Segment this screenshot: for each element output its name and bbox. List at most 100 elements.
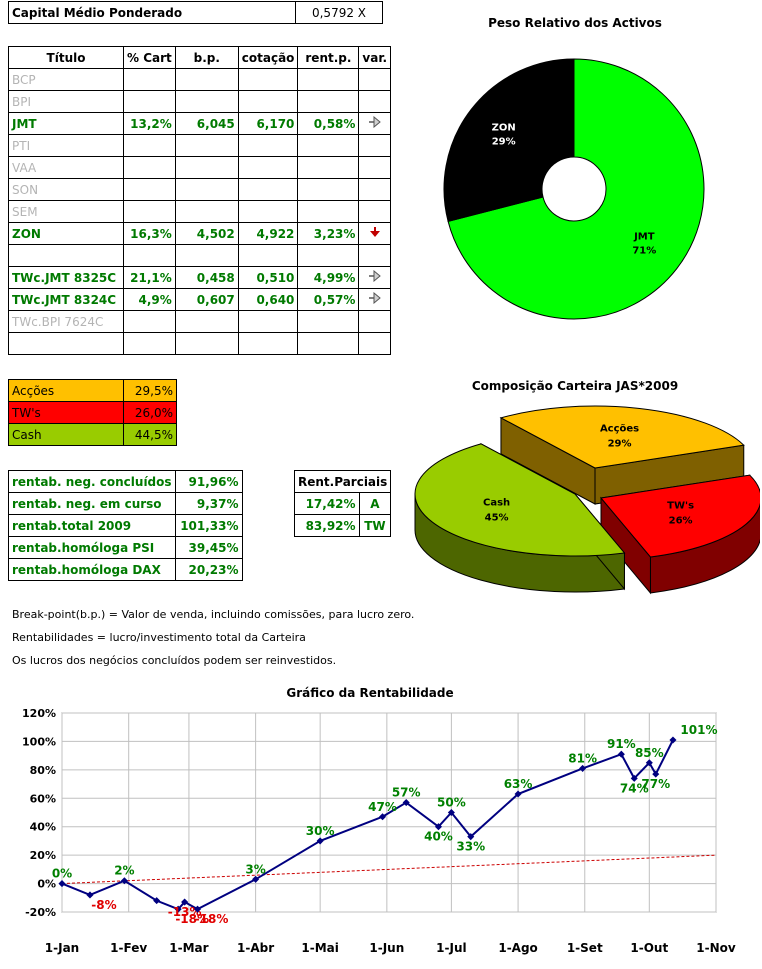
cell-rent: 4,99% [297,266,360,289]
data-point [467,833,475,841]
portfolio-table: Título % Cart b.p. cotação rent.p. var. … [8,46,392,355]
cell-bp [174,90,239,113]
cell-cotacao: 0,640 [237,288,299,311]
cell-cart: 16,3% [123,222,176,245]
cell-cart [123,310,176,333]
cell-bp [174,200,239,223]
cell-var [358,90,392,113]
allocation-row: Acções 29,5% [8,379,177,402]
data-point [514,790,522,798]
right-arrow-icon [368,269,381,283]
cell-titulo: TWc.JMT 8324C [8,288,124,311]
cell-cotacao [237,156,299,179]
returns-label: rentab.homóloga DAX [8,558,176,581]
cell-titulo: PTI [8,134,124,157]
returns-label: rentab.homóloga PSI [8,536,176,559]
right-arrow-icon [368,291,381,305]
table-row: TWc.BPI 7624C [8,310,392,333]
cell-cart [123,68,176,91]
cell-bp [174,134,239,157]
cell-var [358,134,392,157]
slice-value: 26% [669,516,693,527]
col-cart: % Cart [123,46,176,69]
doughnut-slice-zon [443,58,575,222]
reference-line [61,854,717,885]
cell-rent: 0,58% [297,112,360,135]
returns-row: rentab.homóloga PSI 39,45% [8,536,243,559]
data-label: 81% [568,751,597,765]
cell-rent [297,90,360,113]
cell-cotacao [237,134,299,157]
cell-bp [174,332,239,355]
table-row: TWc.JMT 8324C 4,9% 0,607 0,640 0,57% [8,288,392,311]
data-label: -8% [91,898,116,912]
slice-value: 29% [492,136,516,147]
col-rent: rent.p. [297,46,360,69]
pie3d-slice-acções [499,405,745,469]
cell-cotacao [237,310,299,333]
data-point [193,905,202,913]
data-label: 3% [245,862,265,876]
table-row: VAA [8,156,392,179]
cell-bp: 0,458 [174,266,239,289]
y-tick-label: 80% [30,764,56,777]
cell-var [358,332,392,355]
data-point [645,759,653,767]
portfolio-header: Título % Cart b.p. cotação rent.p. var. [8,46,392,69]
cell-bp: 4,502 [174,222,239,245]
data-point [316,837,324,845]
returns-value: 91,96% [174,470,243,493]
table-row: SON [8,178,392,201]
cell-cart [123,134,176,157]
cell-var [358,112,392,135]
data-point [617,750,625,758]
partial-value: 83,92% [294,514,360,537]
data-point [447,808,455,817]
returns-value: 9,37% [174,492,243,515]
cell-rent [297,178,360,201]
y-tick-label: 60% [30,792,56,805]
table-row: TWc.JMT 8325C 21,1% 0,458 0,510 4,99% [8,266,392,289]
cell-cart [123,200,176,223]
table-row: PTI [8,134,392,157]
table-row [8,332,392,355]
partial-table: Rent.Parciais 17,42% A 83,92% TW [293,470,392,537]
data-label: 47% [368,800,397,814]
y-tick-label: 100% [22,735,56,748]
data-point [669,736,677,744]
cell-cart [123,178,176,201]
cell-bp [174,244,239,267]
returns-row: rentab. neg. concluídos 91,96% [8,470,243,493]
x-tick-label: 1-Fev [110,941,147,955]
doughnut-chart: JMT 71% ZON 29% [443,58,705,320]
data-point [174,905,182,913]
cell-titulo: VAA [8,156,124,179]
x-tick-label: 1-Ago [498,941,537,955]
cell-cotacao: 6,170 [237,112,299,135]
returns-row: rentab. neg. em curso 9,37% [8,492,243,515]
x-tick-label: 1-Out [630,941,668,955]
cell-rent [297,68,360,91]
doughnut-title: Peso Relativo dos Activos [488,16,662,30]
table-row: ZON 16,3% 4,502 4,922 3,23% [8,222,392,245]
allocation-value: 29,5% [123,379,177,402]
cell-bp: 0,607 [174,288,239,311]
slice-value: 71% [632,246,656,257]
cell-cotacao: 0,510 [237,266,299,289]
x-tick-label: 1-Abr [237,941,274,955]
y-tick-label: 0% [37,878,56,891]
y-tick-label: 40% [30,821,56,834]
y-tick-label: 120% [22,707,56,720]
cell-titulo: SEM [8,200,124,223]
cell-titulo: TWc.JMT 8325C [8,266,124,289]
right-arrow-icon [368,115,381,129]
data-label: 85% [635,746,664,760]
returns-label: rentab.total 2009 [8,514,176,537]
line-chart: -20% 0% 20% 40% 60% 80% 100% 120% 1-Jan 1-Fev 1-Ma… [22,707,736,955]
cell-cotacao [237,332,299,355]
y-tick-label: -20% [25,906,56,919]
allocation-row: Cash 44,5% [8,423,177,446]
returns-row: rentab.total 2009 101,33% [8,514,243,537]
data-label: 101% [680,723,717,737]
cell-cart: 21,1% [123,266,176,289]
